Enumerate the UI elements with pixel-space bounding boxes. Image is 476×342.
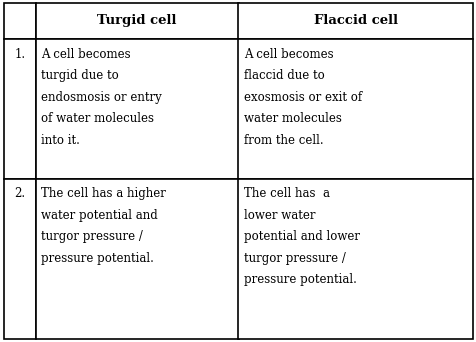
- Text: The cell has  a
lower water
potential and lower
turgor pressure /
pressure poten: The cell has a lower water potential and…: [244, 187, 359, 286]
- Bar: [36, 179, 238, 339]
- Bar: [238, 39, 472, 179]
- Text: The cell has a higher
water potential and
turgor pressure /
pressure potential.: The cell has a higher water potential an…: [41, 187, 166, 265]
- Bar: [238, 3, 472, 39]
- Bar: [36, 3, 238, 39]
- Text: A cell becomes
flaccid due to
exosmosis or exit of
water molecules
from the cell: A cell becomes flaccid due to exosmosis …: [244, 48, 362, 147]
- Text: Turgid cell: Turgid cell: [97, 14, 177, 27]
- Text: 1.: 1.: [14, 48, 25, 61]
- Text: Flaccid cell: Flaccid cell: [313, 14, 397, 27]
- Text: A cell becomes
turgid due to
endosmosis or entry
of water molecules
into it.: A cell becomes turgid due to endosmosis …: [41, 48, 162, 147]
- Text: 2.: 2.: [14, 187, 25, 200]
- Bar: [4, 179, 36, 339]
- Bar: [238, 179, 472, 339]
- Bar: [4, 39, 36, 179]
- Bar: [4, 3, 36, 39]
- Bar: [36, 39, 238, 179]
